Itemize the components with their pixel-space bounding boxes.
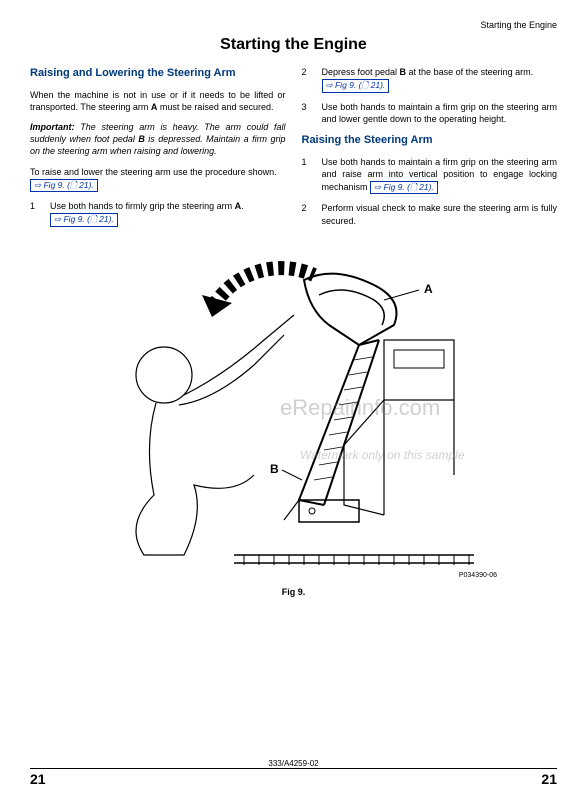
page-number-left: 21 [30,771,46,787]
figure-9: A B P034390-06 Fig 9. [30,245,557,597]
two-column-layout: Raising and Lowering the Steering Arm Wh… [30,66,557,235]
page-footer: 21 333/A4259-02 21 [30,768,557,787]
figure-reference-link[interactable]: ⇨ Fig 9. (🗋 21). [50,213,118,226]
step-text: Perform visual check to make sure the st… [322,202,558,226]
step-number: 2 [302,202,312,226]
step-1: 1 Use both hands to firmly grip the stee… [30,200,286,227]
left-column: Raising and Lowering the Steering Arm Wh… [30,66,286,235]
figure-reference-link[interactable]: ⇨ Fig 9. (🗋 21). [30,179,98,192]
text: Use both hands to firmly grip the steeri… [50,201,235,211]
right-column: 2 Depress foot pedal B at the base of th… [302,66,558,235]
page-title: Starting the Engine [30,36,557,54]
step-number: 2 [302,66,312,93]
header-context: Starting the Engine [30,20,557,30]
step-3: 3 Use both hands to maintain a firm grip… [302,101,558,125]
text: To raise and lower the steering arm use … [30,167,277,177]
step-text: Depress foot pedal B at the base of the … [322,66,558,93]
section-heading-lowering: Raising and Lowering the Steering Arm [30,66,286,81]
text: must be raised and secured. [157,102,273,112]
step-number: 1 [30,200,40,227]
step-number: 1 [302,156,312,195]
step-text: Use both hands to maintain a firm grip o… [322,101,558,125]
step-text: Use both hands to maintain a firm grip o… [322,156,558,195]
raise-step-1: 1 Use both hands to maintain a firm grip… [302,156,558,195]
steering-arm-diagram: A B [84,245,504,585]
section-heading-raising: Raising the Steering Arm [302,133,558,148]
intro-paragraph: When the machine is not in use or if it … [30,89,286,113]
step-2: 2 Depress foot pedal B at the base of th… [302,66,558,93]
text: Use both hands to maintain a firm grip o… [322,157,558,192]
raise-step-2: 2 Perform visual check to make sure the … [302,202,558,226]
figure-reference-link[interactable]: ⇨ Fig 9. (🗋 21). [370,181,438,194]
procedure-intro: To raise and lower the steering arm use … [30,166,286,193]
step-number: 3 [302,101,312,125]
important-note: Important: The steering arm is heavy. Th… [30,121,286,157]
diagram-label-a: A [424,282,433,296]
figure-reference-link[interactable]: ⇨ Fig 9. (🗋 21). [322,79,390,92]
text: . [241,201,244,211]
page-number-right: 21 [541,771,557,787]
text: Depress foot pedal [322,67,400,77]
document-number: 333/A4259-02 [264,759,322,768]
diagram-label-b: B [270,462,279,476]
text: at the base of the steering arm. [406,67,533,77]
step-text: Use both hands to firmly grip the steeri… [50,200,286,227]
figure-id: P034390-06 [459,572,497,579]
figure-caption: Fig 9. [30,587,557,597]
important-label: Important: [30,122,75,132]
